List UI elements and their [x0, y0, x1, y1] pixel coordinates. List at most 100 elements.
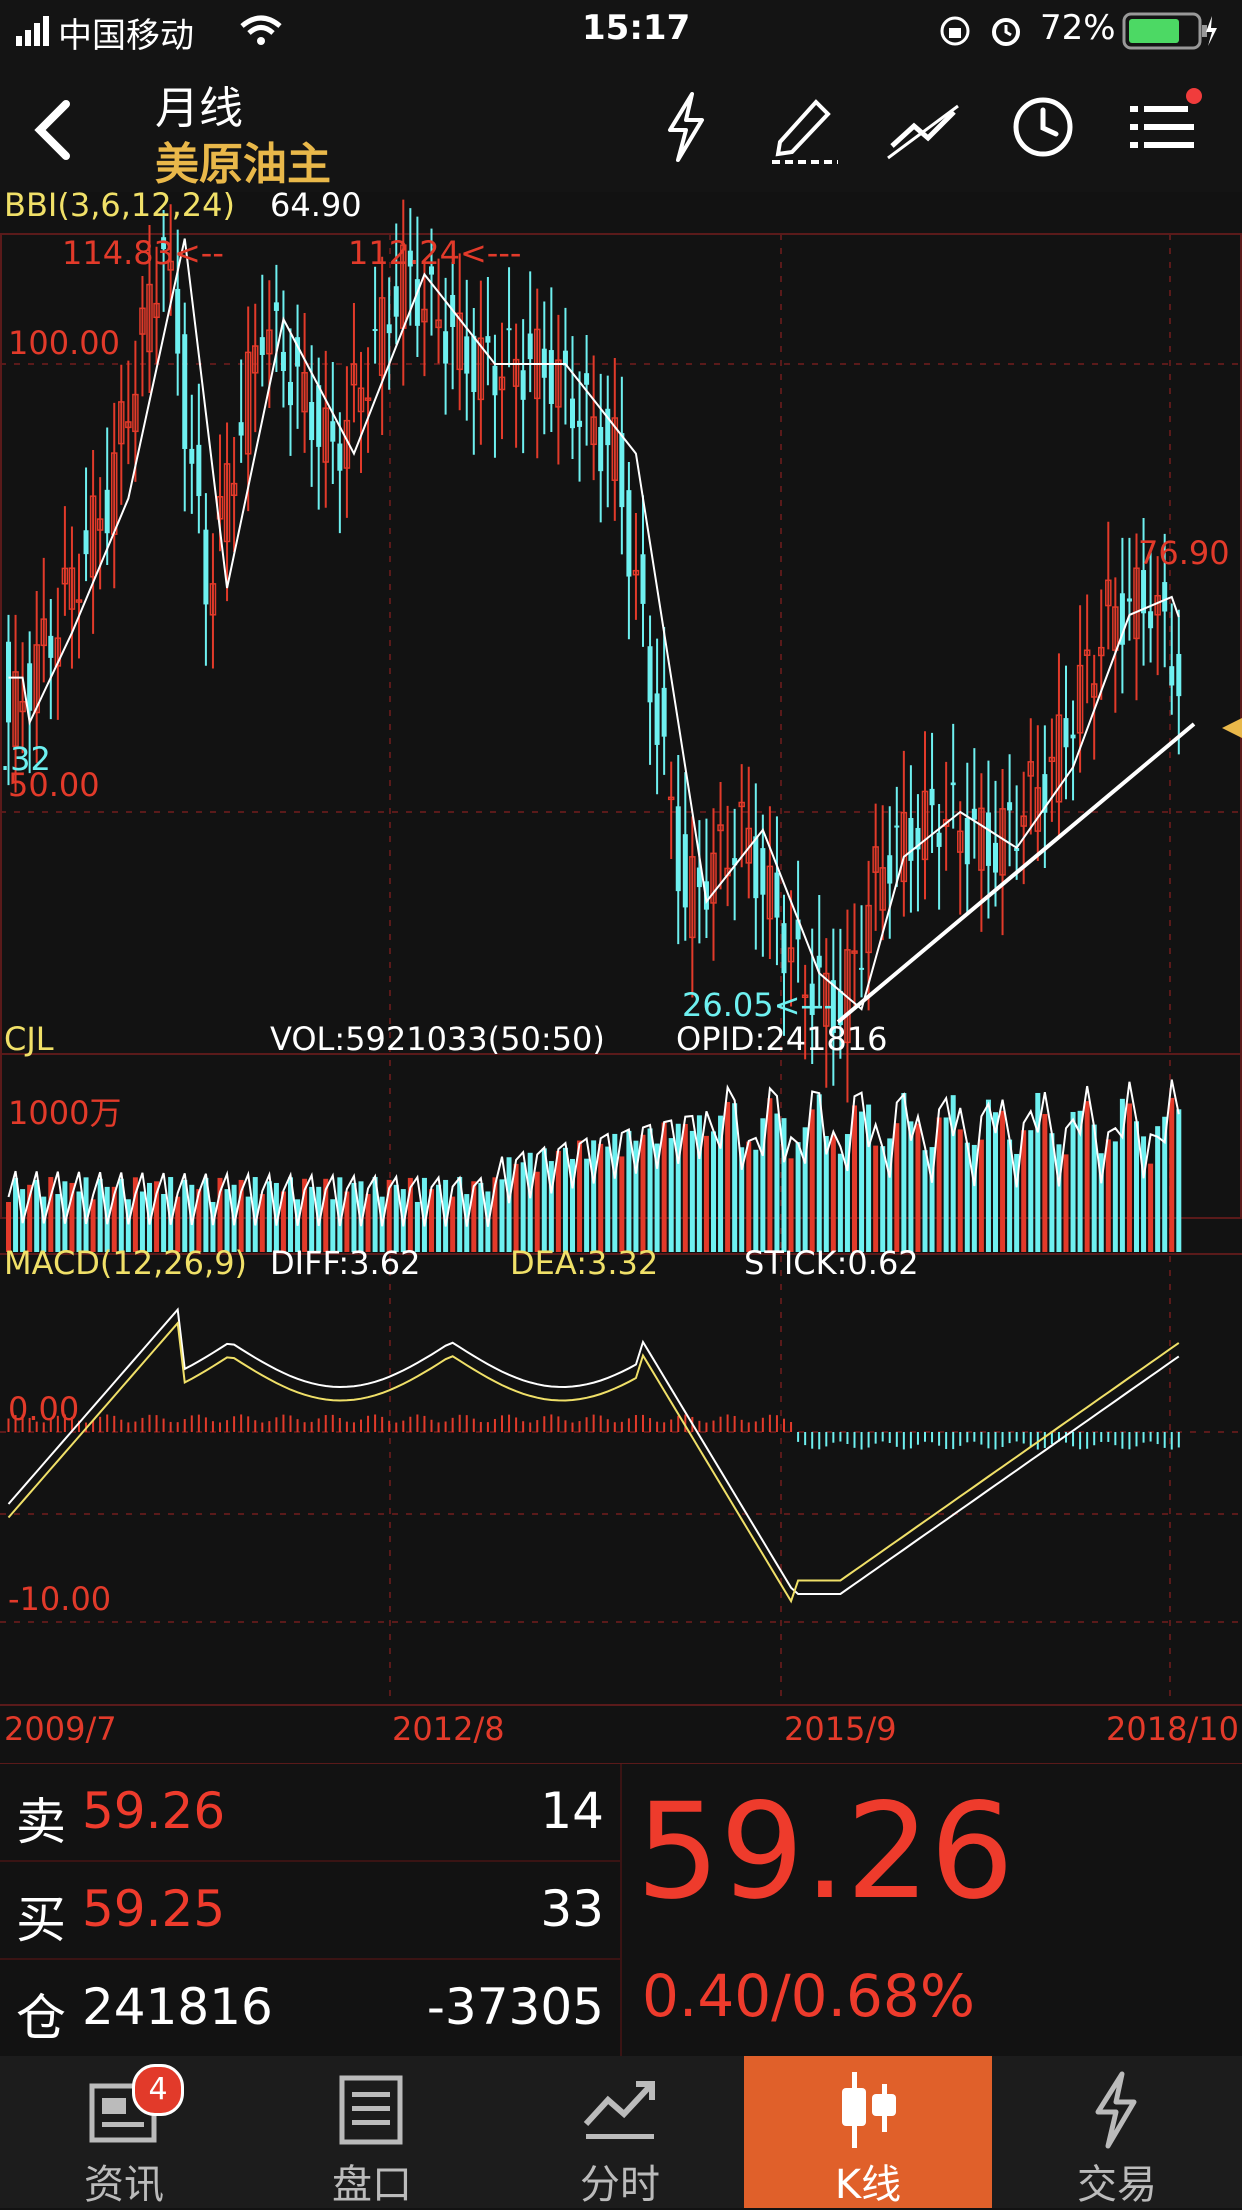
candle-body [1090, 683, 1098, 698]
candle-body [223, 463, 231, 543]
signal-icon [16, 16, 49, 46]
bbi-label: BBI(3,6,12,24) [4, 192, 235, 224]
kline-chart[interactable]: BBI(3,6,12,24) 64.90 114.83<-- 112.24<--… [0, 192, 1242, 1764]
candle-body [760, 848, 766, 895]
volume-bar [280, 1191, 286, 1252]
volume-bar [48, 1177, 54, 1252]
volume-bar [436, 1184, 442, 1252]
candle-body [429, 266, 434, 275]
candle-body [273, 302, 279, 311]
volume-bar [802, 1127, 808, 1252]
contract-name: 美原油主 [155, 139, 331, 190]
stick-label: STICK:0.62 [744, 1244, 919, 1282]
candle-body [132, 393, 139, 433]
volume-bar [964, 1142, 970, 1252]
volume-bar [823, 1135, 829, 1252]
volume-bar [993, 1112, 998, 1252]
sell-price: 59.26 [82, 1782, 226, 1840]
orderbook-icon [339, 2075, 403, 2145]
volume-bar [55, 1194, 61, 1252]
candle-body [1119, 593, 1125, 645]
candle-body [337, 443, 343, 471]
lightning-icon[interactable] [640, 82, 730, 172]
date-label-4: 2018/10 [1106, 1710, 1239, 1748]
candle-body [350, 363, 358, 386]
candle-body [1098, 646, 1105, 657]
candle-body [1042, 774, 1048, 813]
volume-bar [407, 1177, 413, 1252]
volume-bar [421, 1177, 427, 1252]
menu-icon[interactable] [1118, 82, 1208, 172]
volume-bar [351, 1182, 357, 1252]
tab-intraday-label: 分时 [580, 2162, 660, 2208]
tab-trade[interactable]: 交易 [992, 2056, 1242, 2208]
macd-label: MACD(12,26,9) [4, 1244, 247, 1282]
volume-bar [739, 1147, 745, 1252]
buy-row[interactable]: 买 59.25 33 [0, 1862, 620, 1960]
tab-news[interactable]: 4 资讯 [0, 2056, 248, 2208]
low-label: 26.05<--- [682, 986, 835, 1024]
candle-body [27, 663, 33, 711]
volume-bar [457, 1177, 463, 1252]
candle-body [182, 334, 188, 449]
volume-bar [859, 1111, 865, 1252]
pencil-icon[interactable] [760, 82, 850, 172]
status-bar: 中国移动 15:17 72% [0, 0, 1242, 62]
candle-body [570, 398, 575, 429]
candle-body [125, 421, 132, 429]
volume-bar [837, 1153, 843, 1252]
candle-body [1070, 734, 1076, 739]
candle-body [626, 490, 632, 577]
tab-orderbook[interactable]: 盘口 [248, 2056, 496, 2208]
candle-body [632, 569, 640, 576]
candle-body [562, 350, 568, 366]
volume-bar [83, 1177, 89, 1252]
candle-body [611, 417, 619, 481]
trend-line-icon[interactable] [878, 82, 968, 172]
volume-bar [668, 1138, 674, 1252]
volume-bar [703, 1135, 709, 1252]
candle-body [964, 817, 970, 865]
candle-body [689, 856, 696, 939]
candle-body [244, 351, 252, 455]
candle-body [1169, 666, 1175, 686]
candle-body [1154, 594, 1161, 616]
candle-body [161, 237, 167, 250]
candle-body [577, 420, 583, 427]
volume-bar [492, 1177, 498, 1252]
volume-bar [34, 1179, 40, 1252]
volume-bar [760, 1118, 766, 1252]
tab-kline[interactable]: K线 [744, 2056, 992, 2208]
period-title[interactable]: 月线 [155, 83, 243, 134]
candle-body [238, 422, 244, 436]
candle-body [774, 872, 780, 918]
volume-bar [224, 1189, 230, 1252]
volume-bar [1042, 1113, 1048, 1252]
candle-body [936, 832, 942, 847]
candle-body [357, 387, 365, 413]
volume-bar [6, 1202, 11, 1252]
clock-icon[interactable] [998, 82, 1088, 172]
vol-unit-label: 1000万 [8, 1094, 121, 1132]
candle-body [781, 923, 787, 974]
tab-intraday[interactable]: 分时 [496, 2056, 744, 2208]
candle-body [766, 865, 774, 920]
alarm-icon [992, 18, 1020, 46]
volume-bar [633, 1140, 639, 1252]
back-arrow-icon[interactable] [30, 98, 74, 162]
quote-divider [620, 1764, 622, 2056]
candle-body [555, 359, 562, 408]
date-label-1: 2009/7 [4, 1710, 117, 1748]
volume-bar [584, 1158, 590, 1252]
volume-bar [1063, 1154, 1069, 1252]
candle-body [900, 811, 908, 883]
date-label-2: 2012/8 [392, 1710, 505, 1748]
candle-body [96, 518, 104, 531]
volume-bar [929, 1147, 935, 1252]
candle-body [378, 297, 386, 376]
edge-value-label: .32 [0, 740, 51, 778]
tab-bar: 4 资讯 盘口 分时 K线 交易 [0, 2056, 1242, 2208]
sell-row[interactable]: 卖 59.26 14 [0, 1764, 620, 1862]
volume-bar [887, 1138, 893, 1252]
candle-body [33, 644, 40, 714]
